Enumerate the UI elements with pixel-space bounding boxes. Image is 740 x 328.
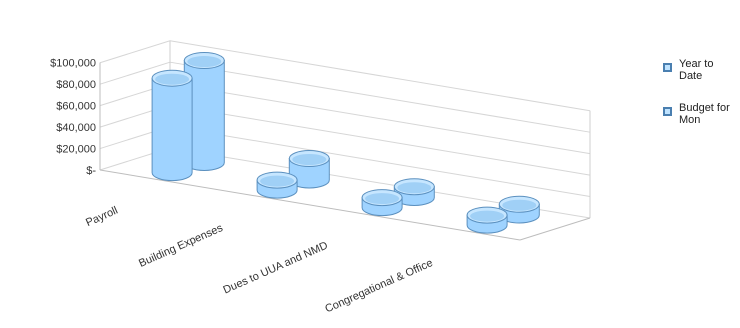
y-tick-label: $60,000 bbox=[56, 101, 96, 113]
floor-edge bbox=[519, 217, 591, 241]
cylinder bbox=[466, 206, 508, 234]
cylinder-top bbox=[151, 69, 193, 87]
gridline bbox=[99, 40, 171, 64]
y-tick-label: $40,000 bbox=[56, 122, 96, 134]
y-tick-label: $100,000 bbox=[50, 58, 96, 70]
gridline bbox=[99, 61, 171, 85]
cylinder bbox=[393, 178, 435, 206]
cylinder bbox=[151, 69, 193, 182]
legend-swatch bbox=[663, 107, 672, 116]
cylinder-top bbox=[466, 206, 508, 224]
legend-swatch bbox=[663, 63, 672, 72]
cylinder-body bbox=[151, 77, 193, 182]
category-label: Dues to UUA and NMD bbox=[222, 240, 330, 297]
cylinder-top-shade bbox=[292, 154, 327, 166]
legend-item-series-1: Year to Date bbox=[663, 58, 735, 82]
cylinder-top-shade bbox=[470, 210, 505, 222]
cylinder bbox=[256, 171, 298, 199]
cylinder-top bbox=[361, 189, 403, 207]
cylinder-top bbox=[256, 171, 298, 189]
gridline bbox=[169, 104, 591, 176]
gridline bbox=[169, 40, 591, 112]
cylinder-top-shade bbox=[155, 73, 190, 85]
cylinders bbox=[151, 52, 540, 234]
floor-edge bbox=[99, 169, 521, 241]
y-axis-ticks: $- $20,000 $40,000 $60,000 $80,000 $100,000 bbox=[50, 58, 96, 177]
y-tick-label: $80,000 bbox=[56, 79, 96, 91]
cylinder-top-shade bbox=[187, 56, 222, 68]
gridline bbox=[169, 83, 591, 155]
y-tick-label: $20,000 bbox=[56, 144, 96, 156]
category-label: Congregational & Office bbox=[323, 257, 434, 315]
category-label: Payroll bbox=[84, 205, 120, 230]
cylinder-top-shade bbox=[365, 193, 400, 205]
cylinder bbox=[183, 52, 225, 171]
cylinder-top-shade bbox=[502, 199, 537, 211]
cylinder bbox=[361, 189, 403, 217]
cylinder-top bbox=[288, 150, 330, 168]
cylinder-top-shade bbox=[260, 175, 295, 187]
legend-label: Year to Date bbox=[679, 58, 714, 82]
gridline bbox=[169, 126, 591, 198]
cylinder-top bbox=[498, 195, 540, 213]
cylinder-top bbox=[183, 52, 225, 70]
cylinder-top bbox=[393, 178, 435, 196]
cylinder-top-shade bbox=[397, 182, 432, 194]
category-label: Building Expenses bbox=[137, 222, 225, 270]
legend-item-series-2: Budget for Mon bbox=[663, 102, 735, 126]
legend: Year to Date Budget for Mon bbox=[663, 58, 735, 126]
gridline bbox=[169, 61, 591, 133]
legend-label: Budget for Mon bbox=[679, 102, 730, 126]
y-tick-label: $- bbox=[86, 165, 96, 177]
